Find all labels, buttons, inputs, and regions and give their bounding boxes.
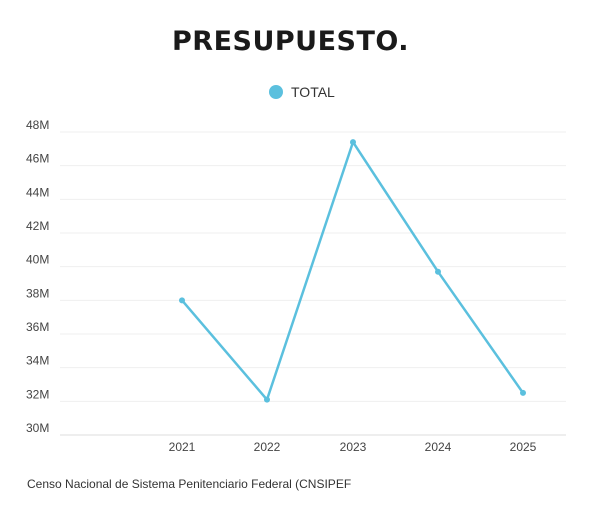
y-tick-label: 46M — [26, 152, 49, 166]
data-point[interactable] — [264, 396, 270, 403]
series-total — [179, 139, 526, 403]
legend: TOTAL — [269, 84, 335, 100]
y-tick-label: 36M — [26, 320, 49, 334]
y-tick-label: 48M — [26, 118, 49, 132]
chart-title: PRESUPUESTO. — [171, 26, 410, 57]
y-tick-label: 32M — [26, 387, 49, 401]
y-axis-ticks: 30M 32M 34M 36M 38M 40M 42M 44M 46M 48M — [26, 118, 49, 435]
data-point[interactable] — [179, 297, 185, 304]
x-tick-label: 2024 — [425, 440, 452, 454]
legend-label: TOTAL — [291, 84, 335, 100]
y-tick-label: 44M — [26, 185, 49, 199]
series-line-total — [181, 140, 525, 401]
gridlines — [60, 131, 566, 436]
y-tick-label: 30M — [26, 421, 49, 435]
y-tick-label: 38M — [26, 286, 49, 300]
y-tick-label: 34M — [26, 354, 49, 368]
data-point[interactable] — [435, 268, 441, 275]
legend-marker — [269, 85, 283, 99]
x-tick-label: 2022 — [254, 440, 281, 454]
x-axis-ticks: 2021 2022 2023 2024 2025 — [169, 440, 537, 454]
x-tick-label: 2021 — [169, 440, 196, 454]
data-point[interactable] — [520, 389, 526, 396]
x-tick-label: 2025 — [510, 440, 537, 454]
x-tick-label: 2023 — [340, 440, 367, 454]
y-tick-label: 42M — [26, 219, 49, 233]
y-tick-label: 40M — [26, 253, 49, 267]
data-point[interactable] — [350, 139, 356, 146]
source-note: Censo Nacional de Sistema Penitenciario … — [27, 477, 352, 491]
